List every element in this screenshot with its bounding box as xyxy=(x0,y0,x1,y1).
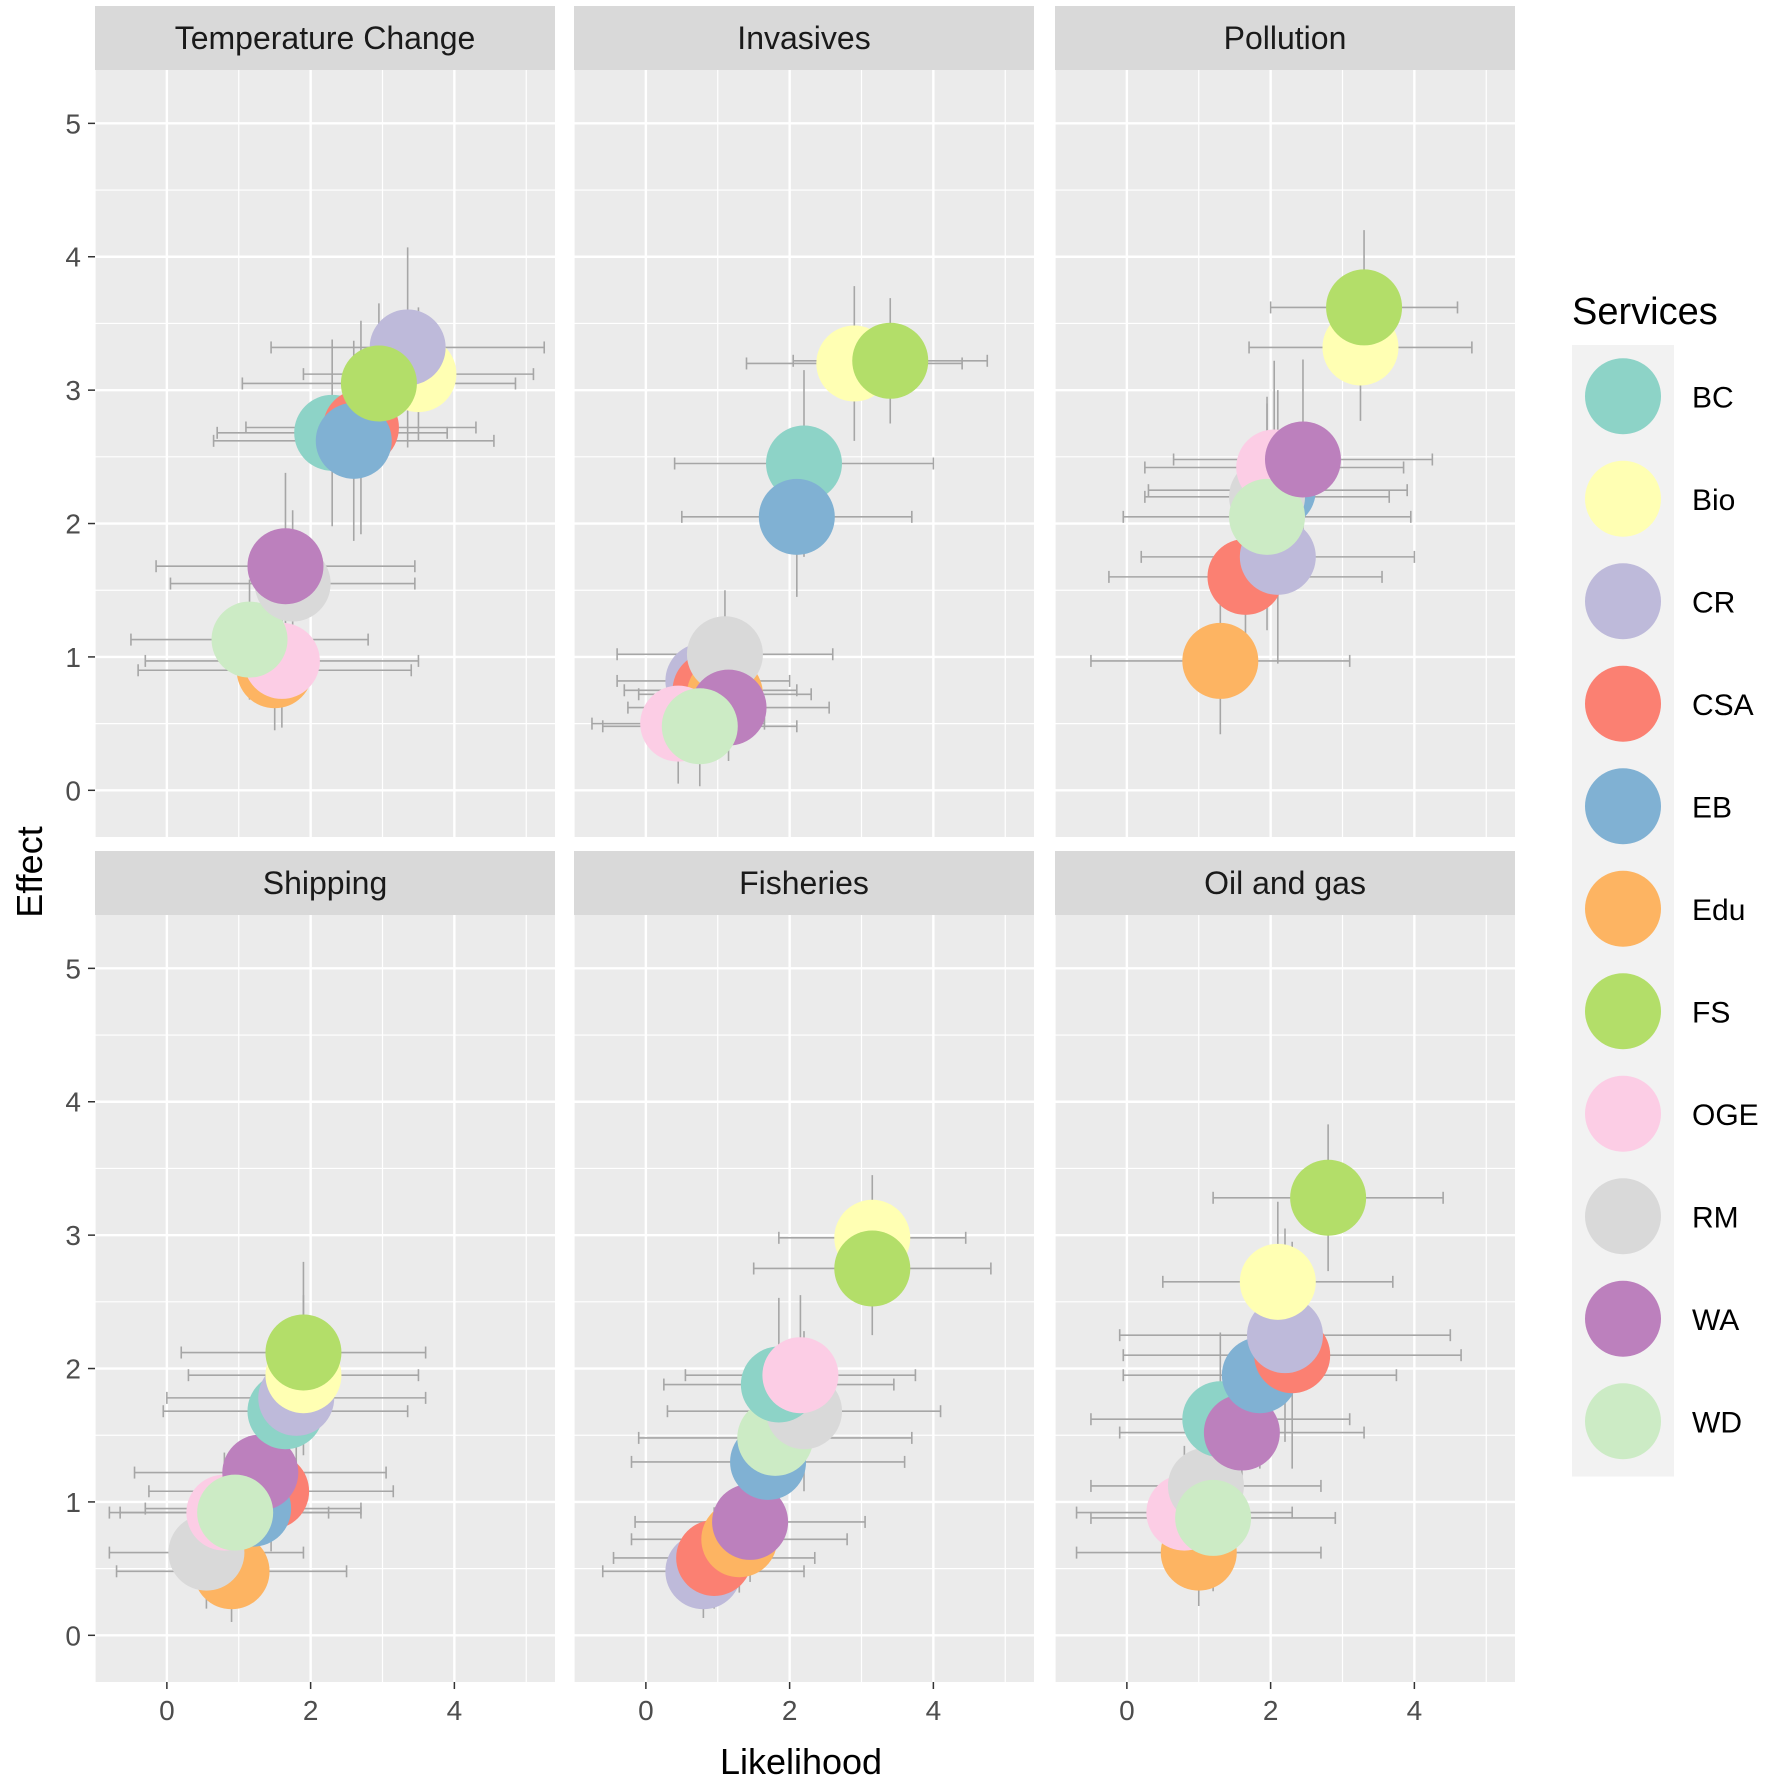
y-tick-label: 4 xyxy=(65,1087,81,1118)
x-tick-label: 0 xyxy=(159,1695,175,1726)
point-wa xyxy=(1203,1394,1280,1471)
panel-shipping: Shipping xyxy=(94,851,555,1703)
strip-background xyxy=(1055,851,1515,915)
legend-title: Services xyxy=(1572,291,1718,333)
legend-label-bio: Bio xyxy=(1692,484,1735,517)
legend-label-csa: CSA xyxy=(1692,689,1754,722)
y-tick-label: 1 xyxy=(65,1487,81,1518)
point-wd xyxy=(1229,478,1306,555)
x-tick-label: 2 xyxy=(782,1695,798,1726)
strip-title: Oil and gas xyxy=(1204,865,1366,901)
legend-label-cr: CR xyxy=(1692,586,1735,619)
x-tick-label: 2 xyxy=(1263,1695,1279,1726)
legend-key-csa xyxy=(1585,665,1661,742)
point-edu xyxy=(1182,622,1259,699)
strip-title: Pollution xyxy=(1224,20,1347,56)
legend-key-oge xyxy=(1585,1075,1661,1152)
point-eb xyxy=(315,402,392,479)
strip-title: Shipping xyxy=(263,865,388,901)
legend-label-eb: EB xyxy=(1692,791,1732,824)
strip-background xyxy=(95,851,555,915)
axes: 0 1 2 3 4 5 0 1 2 3 4 5 0 2 4 0 2 4 0 2 4 xyxy=(65,108,1422,1726)
legend-key-bio xyxy=(1585,460,1661,537)
x-tick-label: 0 xyxy=(1119,1695,1135,1726)
legend-label-rm: RM xyxy=(1692,1201,1739,1234)
legend-key-bc xyxy=(1585,358,1661,435)
point-oge xyxy=(762,1337,839,1414)
point-wa xyxy=(712,1483,789,1560)
panel-temperature-change: Temperature Change xyxy=(94,6,555,858)
point-wd xyxy=(1175,1479,1252,1556)
x-tick-label: 4 xyxy=(926,1695,942,1726)
y-tick-label: 3 xyxy=(65,375,81,406)
point-wd xyxy=(661,688,738,765)
point-eb xyxy=(758,478,835,555)
panel-oil-and-gas: Oil and gas xyxy=(1054,851,1515,1703)
legend-label-bc: BC xyxy=(1692,381,1734,414)
legend-key-edu xyxy=(1585,870,1661,947)
legend-label-fs: FS xyxy=(1692,996,1730,1029)
legend-key-cr xyxy=(1585,563,1661,640)
x-tick-label: 4 xyxy=(447,1695,463,1726)
panel-fisheries: Fisheries xyxy=(573,851,1034,1703)
legend-key-wd xyxy=(1585,1383,1661,1460)
facet-panels: Temperature Change Invasives Pollution Ship… xyxy=(94,6,1515,1703)
legend-label-oge: OGE xyxy=(1692,1099,1759,1132)
legend-key-wa xyxy=(1585,1280,1661,1357)
point-bio xyxy=(1239,1243,1316,1320)
point-wd xyxy=(211,601,288,678)
point-wa xyxy=(247,528,324,605)
point-fs xyxy=(265,1314,342,1391)
y-tick-label: 3 xyxy=(65,1220,81,1251)
strip-background xyxy=(1055,6,1515,70)
strip-title: Temperature Change xyxy=(175,20,476,56)
y-tick-label: 1 xyxy=(65,642,81,673)
x-axis-title: Likelihood xyxy=(720,1741,882,1782)
y-tick-label: 0 xyxy=(65,775,81,806)
legend-label-edu: Edu xyxy=(1692,894,1745,927)
y-tick-label: 2 xyxy=(65,509,81,540)
legend-key-eb xyxy=(1585,768,1661,845)
y-axis-title: Effect xyxy=(9,826,50,917)
x-tick-label: 4 xyxy=(1407,1695,1423,1726)
panel-background xyxy=(574,915,1034,1682)
strip-background xyxy=(95,6,555,70)
strip-title: Fisheries xyxy=(739,865,869,901)
point-fs xyxy=(1326,269,1403,346)
legend-key-rm xyxy=(1585,1178,1661,1255)
point-wd xyxy=(197,1474,274,1551)
panel-invasives: Invasives xyxy=(573,6,1034,858)
strip-background xyxy=(574,6,1034,70)
point-wa xyxy=(1264,421,1341,498)
x-tick-label: 0 xyxy=(638,1695,654,1726)
y-tick-label: 5 xyxy=(65,953,81,984)
panel-pollution: Pollution xyxy=(1054,6,1515,858)
legend-label-wd: WD xyxy=(1692,1406,1742,1439)
point-fs xyxy=(1290,1159,1367,1236)
strip-background xyxy=(574,851,1034,915)
strip-title: Invasives xyxy=(737,20,870,56)
y-tick-label: 2 xyxy=(65,1354,81,1385)
panel-background xyxy=(95,915,555,1682)
y-tick-label: 0 xyxy=(65,1620,81,1651)
x-tick-label: 2 xyxy=(303,1695,319,1726)
y-tick-label: 4 xyxy=(65,242,81,273)
point-fs xyxy=(340,345,417,422)
y-tick-label: 5 xyxy=(65,108,81,139)
legend: Services BC Bio CR CSA EB Edu FS OGE RM WA WD xyxy=(1572,291,1759,1477)
legend-label-wa: WA xyxy=(1692,1304,1739,1337)
point-fs xyxy=(834,1230,911,1307)
point-fs xyxy=(852,322,929,399)
legend-key-fs xyxy=(1585,973,1661,1050)
